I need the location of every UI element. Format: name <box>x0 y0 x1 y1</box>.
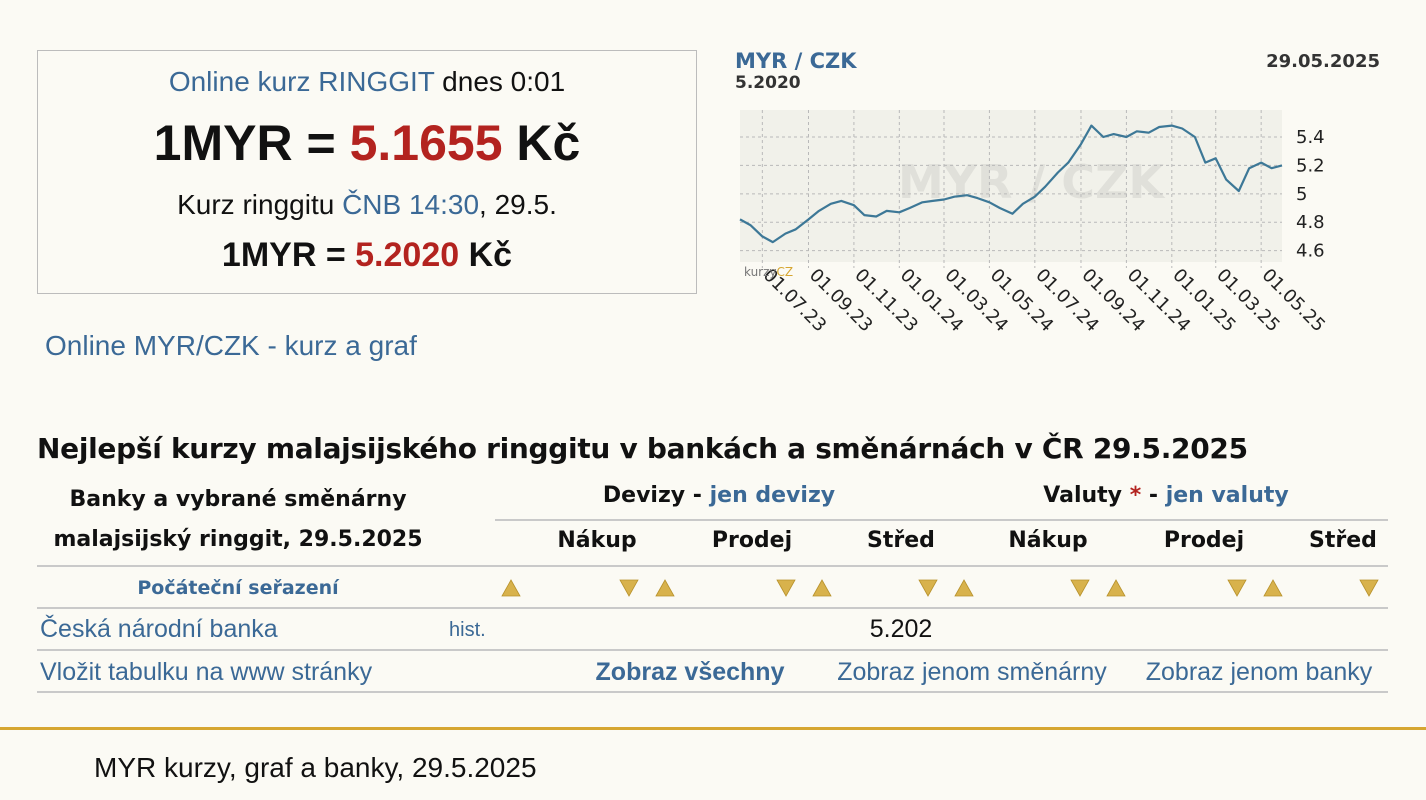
divider <box>37 649 1388 651</box>
column-header: Nákup <box>557 528 637 553</box>
rate-line: Online kurz RINGGIT dnes 0:01 <box>169 66 565 98</box>
text: * <box>1129 483 1142 508</box>
text: - <box>692 483 702 508</box>
text: dnes 0:01 <box>442 66 566 97</box>
chart-date: 29.05.2025 <box>1266 51 1380 72</box>
sort-up[interactable] <box>501 579 521 597</box>
link[interactable]: jen valuty <box>1165 483 1289 508</box>
column-header: Banky a vybrané směnárny <box>69 487 407 512</box>
sort-down[interactable] <box>1070 579 1090 597</box>
rate-main: 1MYR = 5.1655 Kč <box>154 114 581 172</box>
sort-down[interactable] <box>1227 579 1247 597</box>
text: Kč <box>516 115 581 171</box>
logo: kurzyCZ <box>744 265 793 279</box>
logo-part: kurzy <box>744 265 777 279</box>
divider <box>495 519 1388 521</box>
divider <box>37 565 1388 567</box>
group-header: Devizy - jen devizy <box>603 483 835 508</box>
data-line <box>739 124 1283 244</box>
rate-cnb: 1MYR = 5.2020 Kč <box>222 236 512 275</box>
sort-up[interactable] <box>1106 579 1126 597</box>
divider <box>37 691 1388 693</box>
sort-up[interactable] <box>1263 579 1283 597</box>
group-header: Valuty * - jen valuty <box>1043 483 1288 508</box>
rate-value: 5.2020 <box>355 236 460 274</box>
rate-value: 5.1655 <box>349 115 503 171</box>
sort-up[interactable] <box>812 579 832 597</box>
text: Kurz ringgitu <box>177 189 335 220</box>
text: Kč <box>468 236 513 274</box>
link[interactable]: Zobraz jenom banky <box>1145 658 1373 686</box>
column-header: Nákup <box>1008 528 1088 553</box>
sort-up[interactable] <box>655 579 675 597</box>
column-header: Prodej <box>711 528 793 553</box>
y-tick-label: 4.6 <box>1296 241 1325 262</box>
column-header: Prodej <box>1163 528 1245 553</box>
y-tick-label: 5.4 <box>1296 127 1325 148</box>
link[interactable]: Zobraz všechny <box>595 658 785 686</box>
y-tick-label: 4.8 <box>1296 212 1325 233</box>
chart-title: MYR / CZK <box>735 49 857 73</box>
rate-box <box>37 50 697 294</box>
text: 1MYR = <box>153 115 336 171</box>
text: Valuty <box>1043 483 1123 508</box>
column-header: malajsijský ringgit, 29.5.2025 <box>53 527 423 552</box>
y-tick-label: 5.2 <box>1296 155 1325 176</box>
sort-down[interactable] <box>776 579 796 597</box>
sort-link[interactable]: Počáteční seřazení <box>137 577 339 599</box>
text: - <box>1148 483 1159 508</box>
column-header: Střed <box>1309 528 1377 553</box>
sort-up[interactable] <box>954 579 974 597</box>
link[interactable]: jen devizy <box>709 483 836 508</box>
row-name[interactable]: Česká národní banka <box>40 615 278 643</box>
link[interactable]: Vložit tabulku na www stránky <box>40 658 373 686</box>
sort-icons <box>501 579 1379 597</box>
link[interactable]: Online MYR/CZK - kurz a graf <box>45 330 417 361</box>
table-title: Nejlepší kurzy malajsijského ringgitu v … <box>37 432 1248 465</box>
chart: MYR / CZK 5.2020 29.05.2025 MYR / CZK4.6… <box>735 49 1380 336</box>
column-header: Střed <box>867 528 935 553</box>
text: 1MYR = <box>221 236 346 274</box>
logo-part: CZ <box>777 265 794 279</box>
footer: MYR kurzy, graf a banky, 29.5.2025 <box>94 752 537 783</box>
footer-rule <box>0 727 1426 730</box>
sort-down[interactable] <box>1359 579 1379 597</box>
chart-subtitle: 5.2020 <box>735 73 801 93</box>
link[interactable]: Online kurz RINGGIT <box>168 66 435 97</box>
text: , 29.5. <box>479 189 557 220</box>
link[interactable]: ČNB 14:30 <box>342 189 480 220</box>
rate-line: Kurz ringgitu ČNB 14:30, 29.5. <box>177 189 557 221</box>
hist-link[interactable]: hist. <box>449 619 486 641</box>
sort-down[interactable] <box>619 579 639 597</box>
divider <box>37 607 1388 609</box>
rate-cell: 5.202 <box>869 615 933 643</box>
sort-down[interactable] <box>918 579 938 597</box>
y-tick-label: 5 <box>1296 184 1307 205</box>
text: Devizy <box>602 483 686 508</box>
link[interactable]: Zobraz jenom směnárny <box>837 658 1107 686</box>
